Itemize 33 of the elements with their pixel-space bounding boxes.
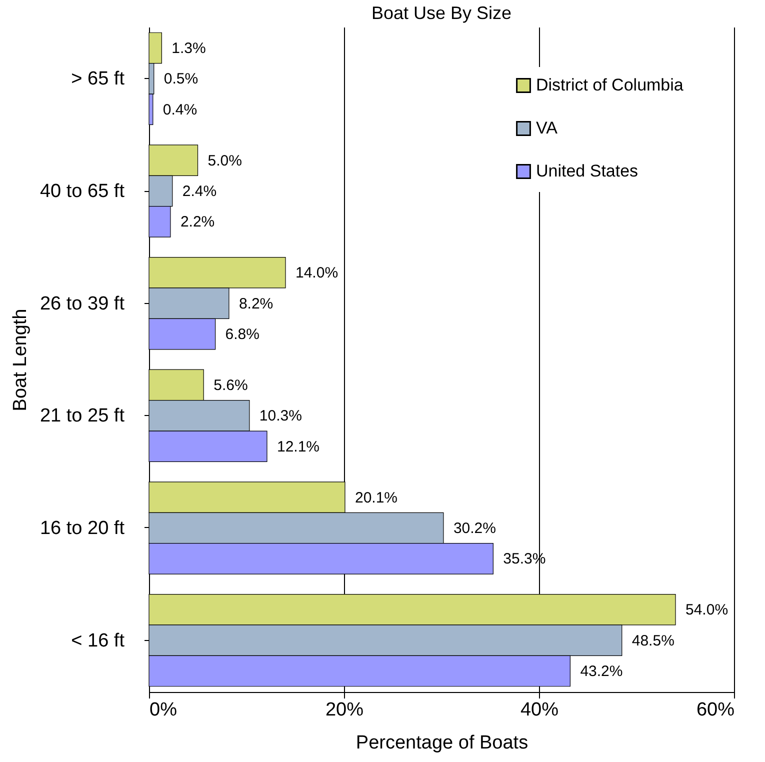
y-tick-label: 21 to 25 ft: [40, 406, 126, 427]
data-label: 8.2%: [238, 295, 274, 312]
legend-label: VA: [536, 118, 558, 138]
x-tick-label: 20%: [325, 700, 364, 720]
x-tick-label: 0%: [150, 700, 178, 720]
x-tick-label: 40%: [520, 700, 559, 720]
data-label: 2.2%: [180, 214, 215, 231]
data-label: 1.3%: [172, 40, 206, 57]
y-tick-label: 16 to 20 ft: [40, 518, 126, 539]
data-label: 43.2%: [580, 663, 623, 680]
y-tick-label: > 65 ft: [71, 68, 126, 90]
chart-title: Boat Use By Size: [371, 3, 512, 23]
data-label: 5.6%: [214, 376, 248, 394]
x-tick-label: 60%: [696, 700, 735, 720]
data-label: 30.2%: [453, 520, 496, 537]
x-axis-title: Percentage of Boats: [356, 732, 528, 754]
y-tick-label: 26 to 39 ft: [40, 293, 126, 314]
data-label: 14.0%: [296, 264, 338, 282]
data-label: 20.1%: [354, 489, 398, 506]
data-label: 0.5%: [164, 70, 198, 88]
legend-label: United States: [536, 162, 638, 180]
data-label: 5.0%: [208, 152, 242, 170]
data-label: 0.4%: [162, 101, 198, 118]
data-label: 48.5%: [632, 632, 674, 650]
data-label: 6.8%: [225, 326, 260, 344]
data-label: 10.3%: [259, 408, 302, 425]
y-tick-label: < 16 ft: [71, 630, 126, 652]
data-label: 12.1%: [276, 438, 320, 456]
y-tick-label: 40 to 65 ft: [40, 181, 126, 202]
legend-label: District of Columbia: [536, 76, 684, 94]
data-label: 2.4%: [182, 183, 217, 200]
y-axis-title: Boat Length: [10, 308, 31, 412]
data-label: 54.0%: [686, 602, 728, 619]
